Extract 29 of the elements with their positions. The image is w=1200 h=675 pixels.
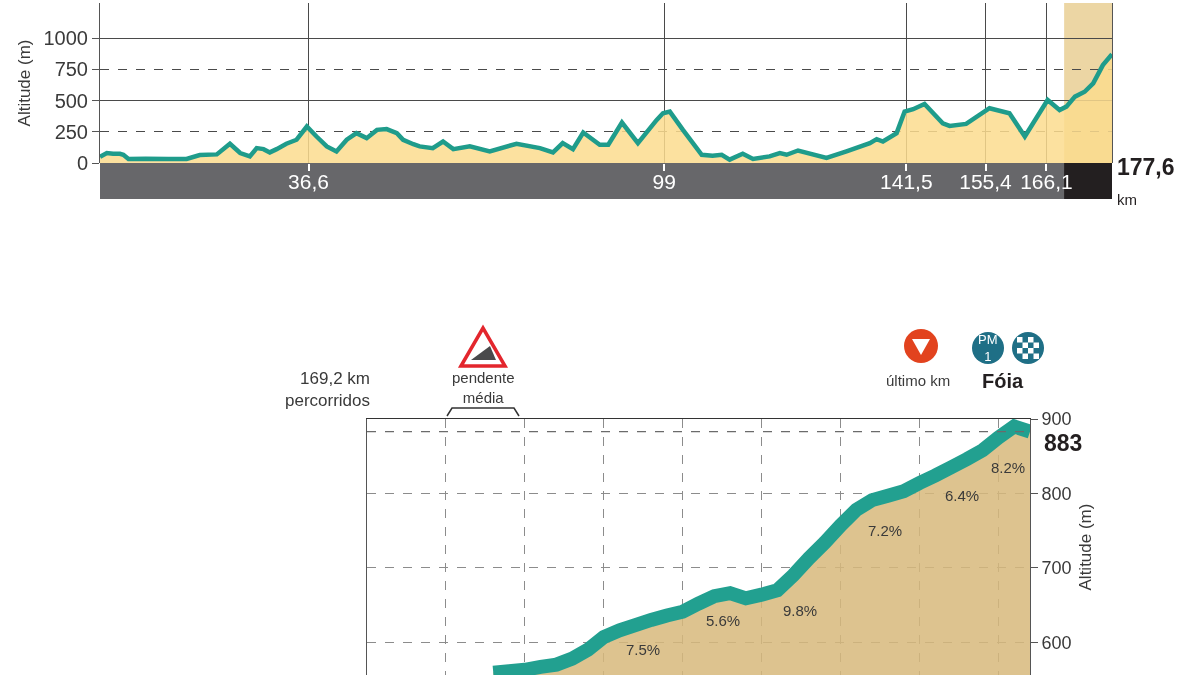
y-tick-label: 1000: [43, 27, 88, 49]
y-tick-label: 0: [76, 152, 88, 174]
y-axis-title: Altitude (m): [15, 39, 35, 127]
y-tick-label: 600: [1041, 632, 1072, 653]
annotation: 8.2%: [991, 459, 1026, 476]
annotation: 5.6%: [706, 612, 741, 629]
x-tick-label: 166,1: [1020, 170, 1073, 194]
y-tick-label: 500: [54, 89, 88, 112]
x-tick-label: 36,6: [288, 170, 329, 194]
text: Fóia: [982, 370, 1024, 392]
y-tick-label: 250: [54, 120, 88, 143]
y-tick-label: 800: [1041, 483, 1072, 504]
ref-line-label: 883: [1044, 430, 1083, 456]
annotation: 7.2%: [868, 522, 903, 539]
text: último km: [886, 372, 951, 389]
y-tick-label: 700: [1041, 558, 1072, 579]
x-tick-label: 141,5: [880, 170, 933, 194]
y-tick-label: 750: [54, 58, 88, 81]
annotation: 6.4%: [945, 487, 980, 504]
y-axis-title: Altitude (m): [1076, 503, 1096, 591]
annotation: 9.8%: [783, 602, 818, 619]
x-tick-label: 99: [652, 170, 676, 194]
y-tick-label: 900: [1041, 409, 1072, 430]
text: pendente média: [452, 369, 515, 406]
x-tick-label: 155,4: [959, 170, 1013, 194]
text: 169,2 km percorridos: [285, 369, 371, 411]
annotation: 7.5%: [626, 641, 661, 658]
text: 177,6 km: [1117, 154, 1175, 208]
text: PM 1: [978, 332, 998, 364]
